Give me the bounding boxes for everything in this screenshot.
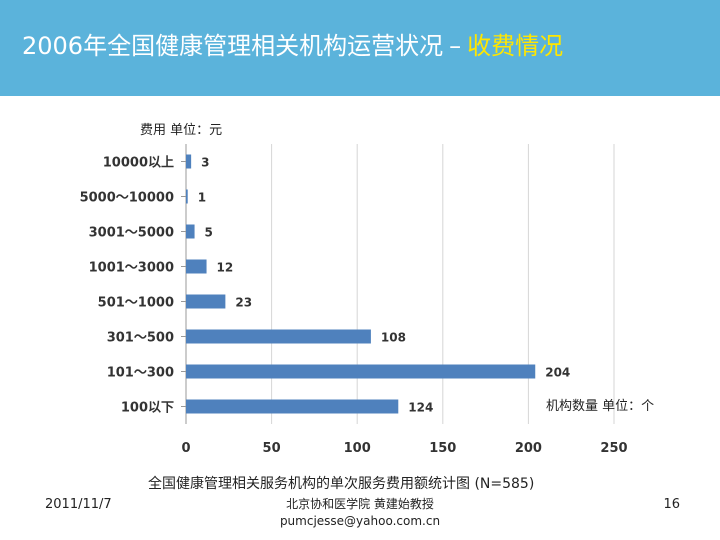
bar: [186, 259, 207, 274]
x-tick-label: 100: [344, 441, 371, 456]
category-label: 501～1000: [98, 296, 174, 311]
page-number: 16: [663, 497, 680, 512]
bar: [186, 154, 192, 169]
category-label: 101～300: [107, 366, 174, 381]
bar-value-label: 108: [381, 331, 406, 345]
category-label: 301～500: [107, 331, 174, 346]
x-tick-label: 0: [181, 441, 190, 456]
author-name: 北京协和医学院 黄建始教授: [286, 497, 434, 511]
title-main: 2006年全国健康管理相关机构运营状况: [22, 32, 444, 60]
bar-value-label: 204: [545, 366, 570, 380]
title-bar: 2006年全国健康管理相关机构运营状况 – 收费情况: [0, 0, 720, 96]
chart-caption: 全国健康管理相关服务机构的单次服务费用额统计图 (N=585): [148, 476, 535, 492]
bar: [186, 364, 536, 379]
bar: [186, 294, 226, 309]
x-tick-label: 50: [263, 441, 281, 456]
title-highlight: 收费情况: [467, 32, 564, 60]
bar-value-label: 124: [408, 401, 433, 415]
slide-date: 2011/11/7: [45, 497, 112, 512]
bar: [186, 399, 399, 414]
y-axis-unit-label: 费用 单位：元: [140, 123, 223, 138]
x-tick-label: 200: [515, 441, 542, 456]
x-tick-label: 250: [600, 441, 627, 456]
bar-value-label: 3: [201, 156, 209, 170]
x-tick-label: 150: [429, 441, 456, 456]
category-label: 100以下: [121, 401, 174, 416]
title-separator: –: [449, 32, 462, 60]
category-label: 10000以上: [103, 156, 174, 171]
category-label: 5000～10000: [80, 191, 174, 206]
author-email: pumcjesse@yahoo.com.cn: [279, 514, 441, 528]
bar: [186, 224, 195, 239]
bar-value-label: 23: [235, 296, 252, 310]
bar: [186, 329, 371, 344]
footer-credit: 北京协和医学院 黄建始教授 pumcjesse@yahoo.com.cn: [240, 496, 480, 530]
category-label: 3001～5000: [89, 226, 174, 241]
bar-value-label: 1: [198, 191, 206, 205]
slide-title: 2006年全国健康管理相关机构运营状况 – 收费情况: [22, 26, 563, 61]
category-label: 1001～3000: [89, 261, 174, 276]
bar: [186, 189, 188, 204]
bar-value-label: 12: [217, 261, 234, 275]
bar-value-label: 5: [205, 226, 213, 240]
x-axis-unit-label: 机构数量 单位：个: [546, 399, 655, 414]
